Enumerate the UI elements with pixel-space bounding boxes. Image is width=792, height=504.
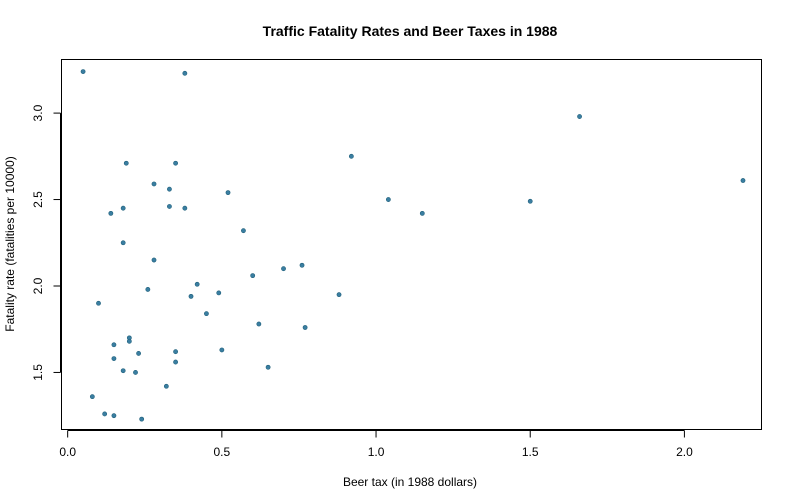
data-point [204, 311, 209, 317]
data-point [139, 416, 145, 422]
data-point [136, 351, 141, 356]
data-point [173, 359, 178, 365]
x-tick-label: 0.0 [59, 445, 76, 459]
data-point [102, 411, 108, 417]
x-tick-label: 1.0 [368, 445, 385, 459]
data-point [250, 273, 256, 279]
data-point [120, 240, 126, 246]
y-axis-label: Fatality rate (fatalities per 10000) [3, 156, 17, 331]
data-point [151, 181, 157, 187]
data-point [348, 153, 354, 159]
data-point [336, 292, 342, 298]
y-tick-label: 3.0 [31, 104, 45, 121]
data-point [281, 266, 286, 272]
x-tick-label: 1.5 [522, 445, 539, 459]
data-point [80, 69, 86, 75]
plot-frame [61, 59, 762, 430]
data-point [182, 205, 188, 211]
x-tick-label: 0.5 [214, 445, 231, 459]
data-point [163, 383, 169, 389]
data-point [111, 356, 117, 362]
data-point [173, 160, 178, 166]
data-point [527, 198, 533, 204]
chart-title: Traffic Fatality Rates and Beer Taxes in… [263, 23, 558, 39]
data-point [302, 325, 308, 330]
data-point [299, 262, 305, 268]
data-point [126, 338, 132, 344]
data-point [194, 281, 200, 287]
data-point [167, 204, 172, 209]
data-point [120, 368, 126, 374]
data-point [145, 287, 151, 292]
data-point [188, 293, 194, 299]
data-point [111, 342, 117, 348]
y-axis: 1.5 2.0 2.5 3.0 [31, 104, 61, 381]
x-axis: 0.0 0.5 1.0 1.5 2.0 [59, 430, 693, 459]
data-point [173, 349, 178, 355]
x-tick-label: 2.0 [676, 445, 693, 459]
data-point [123, 160, 129, 166]
y-tick-label: 2.0 [31, 277, 45, 294]
data-point [96, 300, 101, 306]
data-point [225, 190, 231, 196]
data-point [385, 197, 391, 202]
data-point [241, 228, 246, 234]
data-point [219, 347, 225, 353]
data-point [89, 394, 95, 400]
data-point [151, 257, 157, 263]
data-points [80, 69, 746, 422]
data-point [120, 205, 126, 211]
data-point [133, 370, 138, 375]
data-point [577, 114, 582, 119]
data-point [216, 290, 222, 296]
data-point [167, 186, 172, 192]
y-tick-label: 1.5 [31, 364, 45, 381]
data-point [111, 413, 117, 419]
x-axis-label: Beer tax (in 1988 dollars) [343, 475, 477, 489]
data-point [182, 70, 188, 76]
data-point [419, 210, 425, 216]
data-point [740, 178, 746, 183]
data-point [265, 364, 271, 370]
data-point [108, 210, 114, 216]
y-tick-label: 2.5 [31, 191, 45, 208]
data-point [256, 321, 262, 327]
